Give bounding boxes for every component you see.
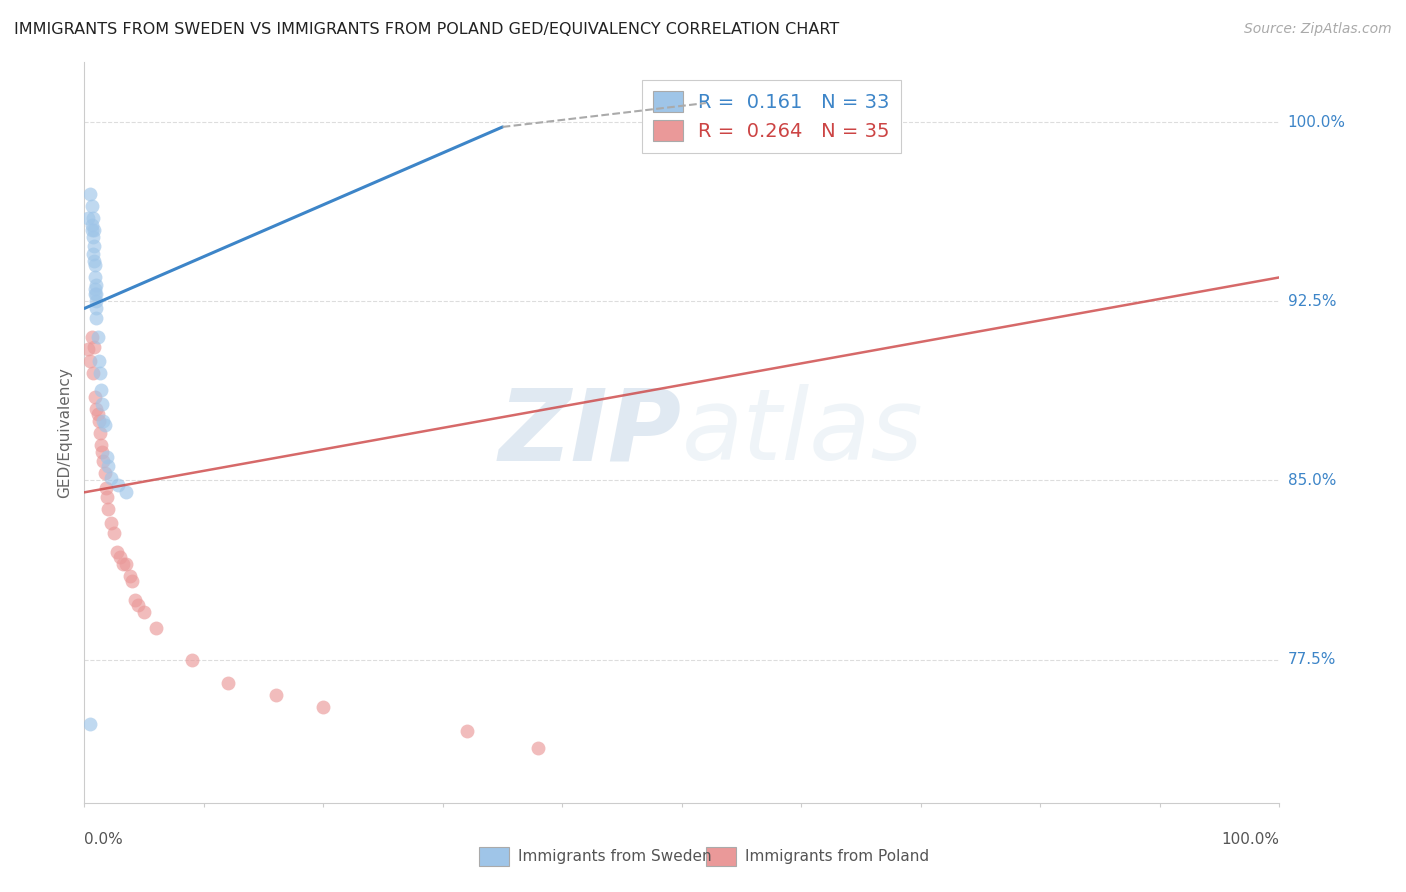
- Text: Immigrants from Poland: Immigrants from Poland: [745, 848, 929, 863]
- Point: [86, 330, 108, 344]
- Point: [97, 502, 120, 516]
- Point: [77, 342, 100, 356]
- Point: [456, 724, 478, 739]
- Text: Immigrants from Sweden: Immigrants from Sweden: [519, 848, 711, 863]
- Point: [84, 282, 107, 296]
- Point: [264, 689, 287, 703]
- Point: [82, 211, 104, 225]
- Point: [121, 574, 143, 588]
- Text: 77.5%: 77.5%: [1288, 652, 1336, 667]
- Point: [89, 366, 111, 380]
- Point: [100, 471, 122, 485]
- Text: 100.0%: 100.0%: [1222, 832, 1279, 847]
- Point: [83, 239, 105, 253]
- Point: [93, 418, 115, 433]
- Point: [84, 287, 107, 301]
- Point: [77, 211, 100, 225]
- Point: [84, 390, 107, 404]
- Point: [80, 330, 103, 344]
- Point: [181, 652, 204, 666]
- Text: IMMIGRANTS FROM SWEDEN VS IMMIGRANTS FROM POLAND GED/EQUIVALENCY CORRELATION CHA: IMMIGRANTS FROM SWEDEN VS IMMIGRANTS FRO…: [14, 22, 839, 37]
- Text: Source: ZipAtlas.com: Source: ZipAtlas.com: [1244, 22, 1392, 37]
- Point: [80, 222, 103, 236]
- Point: [79, 354, 101, 368]
- Text: 100.0%: 100.0%: [1288, 115, 1346, 129]
- Y-axis label: GED/Equivalency: GED/Equivalency: [58, 368, 73, 498]
- Point: [110, 549, 132, 564]
- Text: 0.0%: 0.0%: [84, 832, 124, 847]
- Point: [96, 450, 118, 464]
- Point: [124, 592, 146, 607]
- Point: [105, 545, 128, 559]
- Point: [111, 557, 134, 571]
- Point: [87, 354, 110, 368]
- Point: [217, 676, 239, 690]
- Point: [118, 569, 141, 583]
- Point: [86, 310, 108, 325]
- Point: [96, 490, 118, 504]
- Point: [82, 366, 104, 380]
- Point: [100, 516, 122, 531]
- Point: [82, 229, 104, 244]
- Point: [82, 246, 104, 260]
- Point: [132, 605, 156, 619]
- Point: [527, 740, 550, 755]
- Point: [103, 525, 125, 540]
- Point: [145, 622, 167, 636]
- Point: [80, 218, 103, 232]
- Point: [91, 397, 114, 411]
- Point: [86, 277, 108, 292]
- Point: [83, 340, 105, 354]
- Legend: R =  0.161   N = 33, R =  0.264   N = 35: R = 0.161 N = 33, R = 0.264 N = 35: [641, 79, 901, 153]
- Point: [86, 294, 108, 309]
- Point: [90, 437, 112, 451]
- Point: [86, 407, 108, 421]
- Point: [83, 253, 105, 268]
- Point: [86, 301, 108, 316]
- Point: [93, 467, 115, 481]
- Point: [89, 425, 111, 440]
- Text: 85.0%: 85.0%: [1288, 473, 1336, 488]
- FancyBboxPatch shape: [479, 847, 509, 866]
- Point: [79, 717, 101, 731]
- Text: ZIP: ZIP: [499, 384, 682, 481]
- Point: [84, 270, 107, 285]
- Point: [86, 287, 108, 301]
- Point: [97, 458, 120, 473]
- Point: [84, 259, 107, 273]
- Text: 92.5%: 92.5%: [1288, 293, 1336, 309]
- Point: [90, 383, 112, 397]
- Point: [83, 222, 105, 236]
- Point: [91, 444, 114, 458]
- Point: [107, 478, 129, 492]
- Point: [115, 557, 138, 571]
- Point: [312, 700, 335, 714]
- Point: [80, 199, 103, 213]
- Point: [86, 401, 108, 416]
- FancyBboxPatch shape: [706, 847, 735, 866]
- Point: [93, 414, 115, 428]
- Point: [127, 598, 149, 612]
- Point: [87, 414, 110, 428]
- Text: atlas: atlas: [682, 384, 924, 481]
- Point: [115, 485, 138, 500]
- Point: [94, 481, 117, 495]
- Point: [79, 186, 101, 201]
- Point: [93, 454, 115, 468]
